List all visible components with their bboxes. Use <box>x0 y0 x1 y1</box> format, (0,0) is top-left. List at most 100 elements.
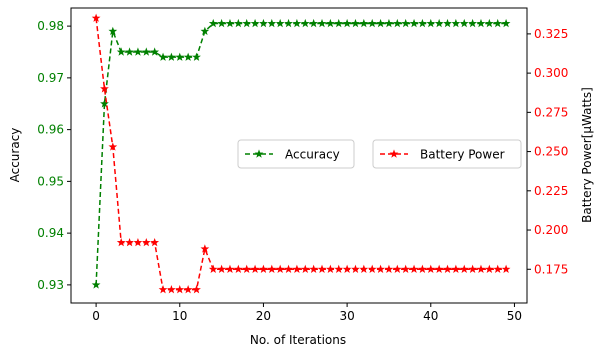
data-point-battery-power <box>426 264 436 273</box>
data-point-accuracy <box>300 18 310 28</box>
data-point-accuracy <box>501 18 511 28</box>
data-point-battery-power <box>250 264 260 273</box>
y-right-tick-label: 0.225 <box>534 184 568 198</box>
data-point-accuracy <box>317 18 327 28</box>
data-point-battery-power <box>292 264 302 273</box>
data-point-battery-power <box>300 264 310 273</box>
data-point-battery-power <box>409 264 419 273</box>
y-right-tick-label: 0.250 <box>534 145 568 159</box>
y-axis-left-label: Accuracy <box>8 128 22 183</box>
data-point-battery-power <box>334 264 344 273</box>
data-point-accuracy <box>443 18 452 28</box>
data-point-accuracy <box>384 18 394 28</box>
data-point-battery-power <box>141 237 151 247</box>
legend-battery-star-icon <box>389 149 399 158</box>
data-point-battery-power <box>225 264 235 273</box>
data-point-accuracy <box>409 18 419 28</box>
data-point-accuracy <box>426 18 436 28</box>
data-point-accuracy <box>233 18 243 28</box>
data-point-accuracy <box>116 47 126 56</box>
data-point-battery-power <box>493 264 503 273</box>
data-point-accuracy <box>401 18 411 28</box>
data-point-battery-power <box>200 244 210 253</box>
data-point-accuracy <box>309 18 319 28</box>
data-point-accuracy <box>451 18 461 28</box>
y-left-tick-label: 0.97 <box>37 71 64 85</box>
data-point-accuracy <box>225 18 235 28</box>
data-point-accuracy <box>242 18 252 28</box>
data-point-battery-power <box>192 285 201 294</box>
data-point-battery-power <box>351 264 360 273</box>
data-point-battery-power <box>418 264 427 273</box>
data-point-battery-power <box>91 13 101 22</box>
data-point-battery-power <box>401 264 411 273</box>
data-point-battery-power <box>284 264 293 273</box>
y-left-tick-label: 0.94 <box>37 226 64 240</box>
legend-accuracy-star-icon <box>254 149 264 158</box>
x-tick-label: 0 <box>92 309 100 323</box>
data-point-accuracy <box>150 47 160 56</box>
data-point-battery-power <box>317 264 327 273</box>
data-point-battery-power <box>133 237 143 247</box>
data-point-accuracy <box>167 52 176 61</box>
data-point-battery-power <box>392 264 402 273</box>
data-point-battery-power <box>376 264 385 273</box>
data-point-accuracy <box>108 26 118 36</box>
data-point-battery-power <box>459 264 469 273</box>
data-point-battery-power <box>451 264 461 273</box>
y-left-tick-label: 0.96 <box>37 123 64 137</box>
plot-area-border <box>70 7 528 304</box>
data-point-battery-power <box>384 264 394 273</box>
data-point-battery-power <box>125 237 134 247</box>
x-tick-label: 50 <box>507 309 522 323</box>
data-point-battery-power <box>175 285 185 294</box>
data-point-accuracy <box>259 18 268 28</box>
data-point-accuracy <box>359 18 369 28</box>
y-left-tick-label: 0.95 <box>37 174 64 188</box>
legend-entry-battery-power: Battery Power <box>372 139 522 169</box>
y-right-tick-label: 0.175 <box>534 262 568 276</box>
data-point-accuracy <box>342 18 352 28</box>
legend-accuracy-label: Accuracy <box>285 148 340 162</box>
data-point-battery-power <box>443 264 452 273</box>
x-tick-label: 40 <box>423 309 438 323</box>
data-point-accuracy <box>292 18 302 28</box>
data-point-accuracy <box>334 18 344 28</box>
series-layer <box>91 13 511 294</box>
data-point-battery-power <box>484 264 494 273</box>
x-axis-label: No. of Iterations <box>250 333 346 347</box>
data-point-battery-power <box>267 264 277 273</box>
data-point-accuracy <box>141 47 151 56</box>
data-point-accuracy <box>250 18 260 28</box>
x-tick-label: 10 <box>172 309 187 323</box>
data-point-accuracy <box>267 18 277 28</box>
data-point-battery-power <box>501 264 511 273</box>
data-point-battery-power <box>233 264 243 273</box>
y-right-tick-label: 0.325 <box>534 27 568 41</box>
data-point-battery-power <box>183 285 193 294</box>
y-left-tick-label: 0.98 <box>37 19 64 33</box>
y-axis-right-label: Battery Power[µWatts] <box>580 87 594 223</box>
data-point-battery-power <box>309 264 319 273</box>
y-right-tick-label: 0.200 <box>534 223 568 237</box>
data-point-accuracy <box>484 18 494 28</box>
data-point-battery-power <box>116 237 126 247</box>
y-right-tick-label: 0.300 <box>534 66 568 80</box>
data-point-battery-power <box>359 264 369 273</box>
data-point-battery-power <box>434 264 444 273</box>
data-point-battery-power <box>108 142 118 151</box>
legend-battery-power-label: Battery Power <box>420 148 505 162</box>
data-point-accuracy <box>367 18 377 28</box>
data-point-accuracy <box>418 18 427 28</box>
data-point-accuracy <box>158 52 168 61</box>
data-point-accuracy <box>376 18 385 28</box>
data-point-accuracy <box>208 18 218 28</box>
data-point-accuracy <box>175 52 185 61</box>
data-point-accuracy <box>100 99 109 108</box>
data-point-accuracy <box>200 26 210 36</box>
data-point-accuracy <box>125 47 134 56</box>
data-point-battery-power <box>100 84 109 93</box>
data-point-accuracy <box>326 18 335 28</box>
data-point-battery-power <box>150 237 160 247</box>
data-point-accuracy <box>476 18 486 28</box>
